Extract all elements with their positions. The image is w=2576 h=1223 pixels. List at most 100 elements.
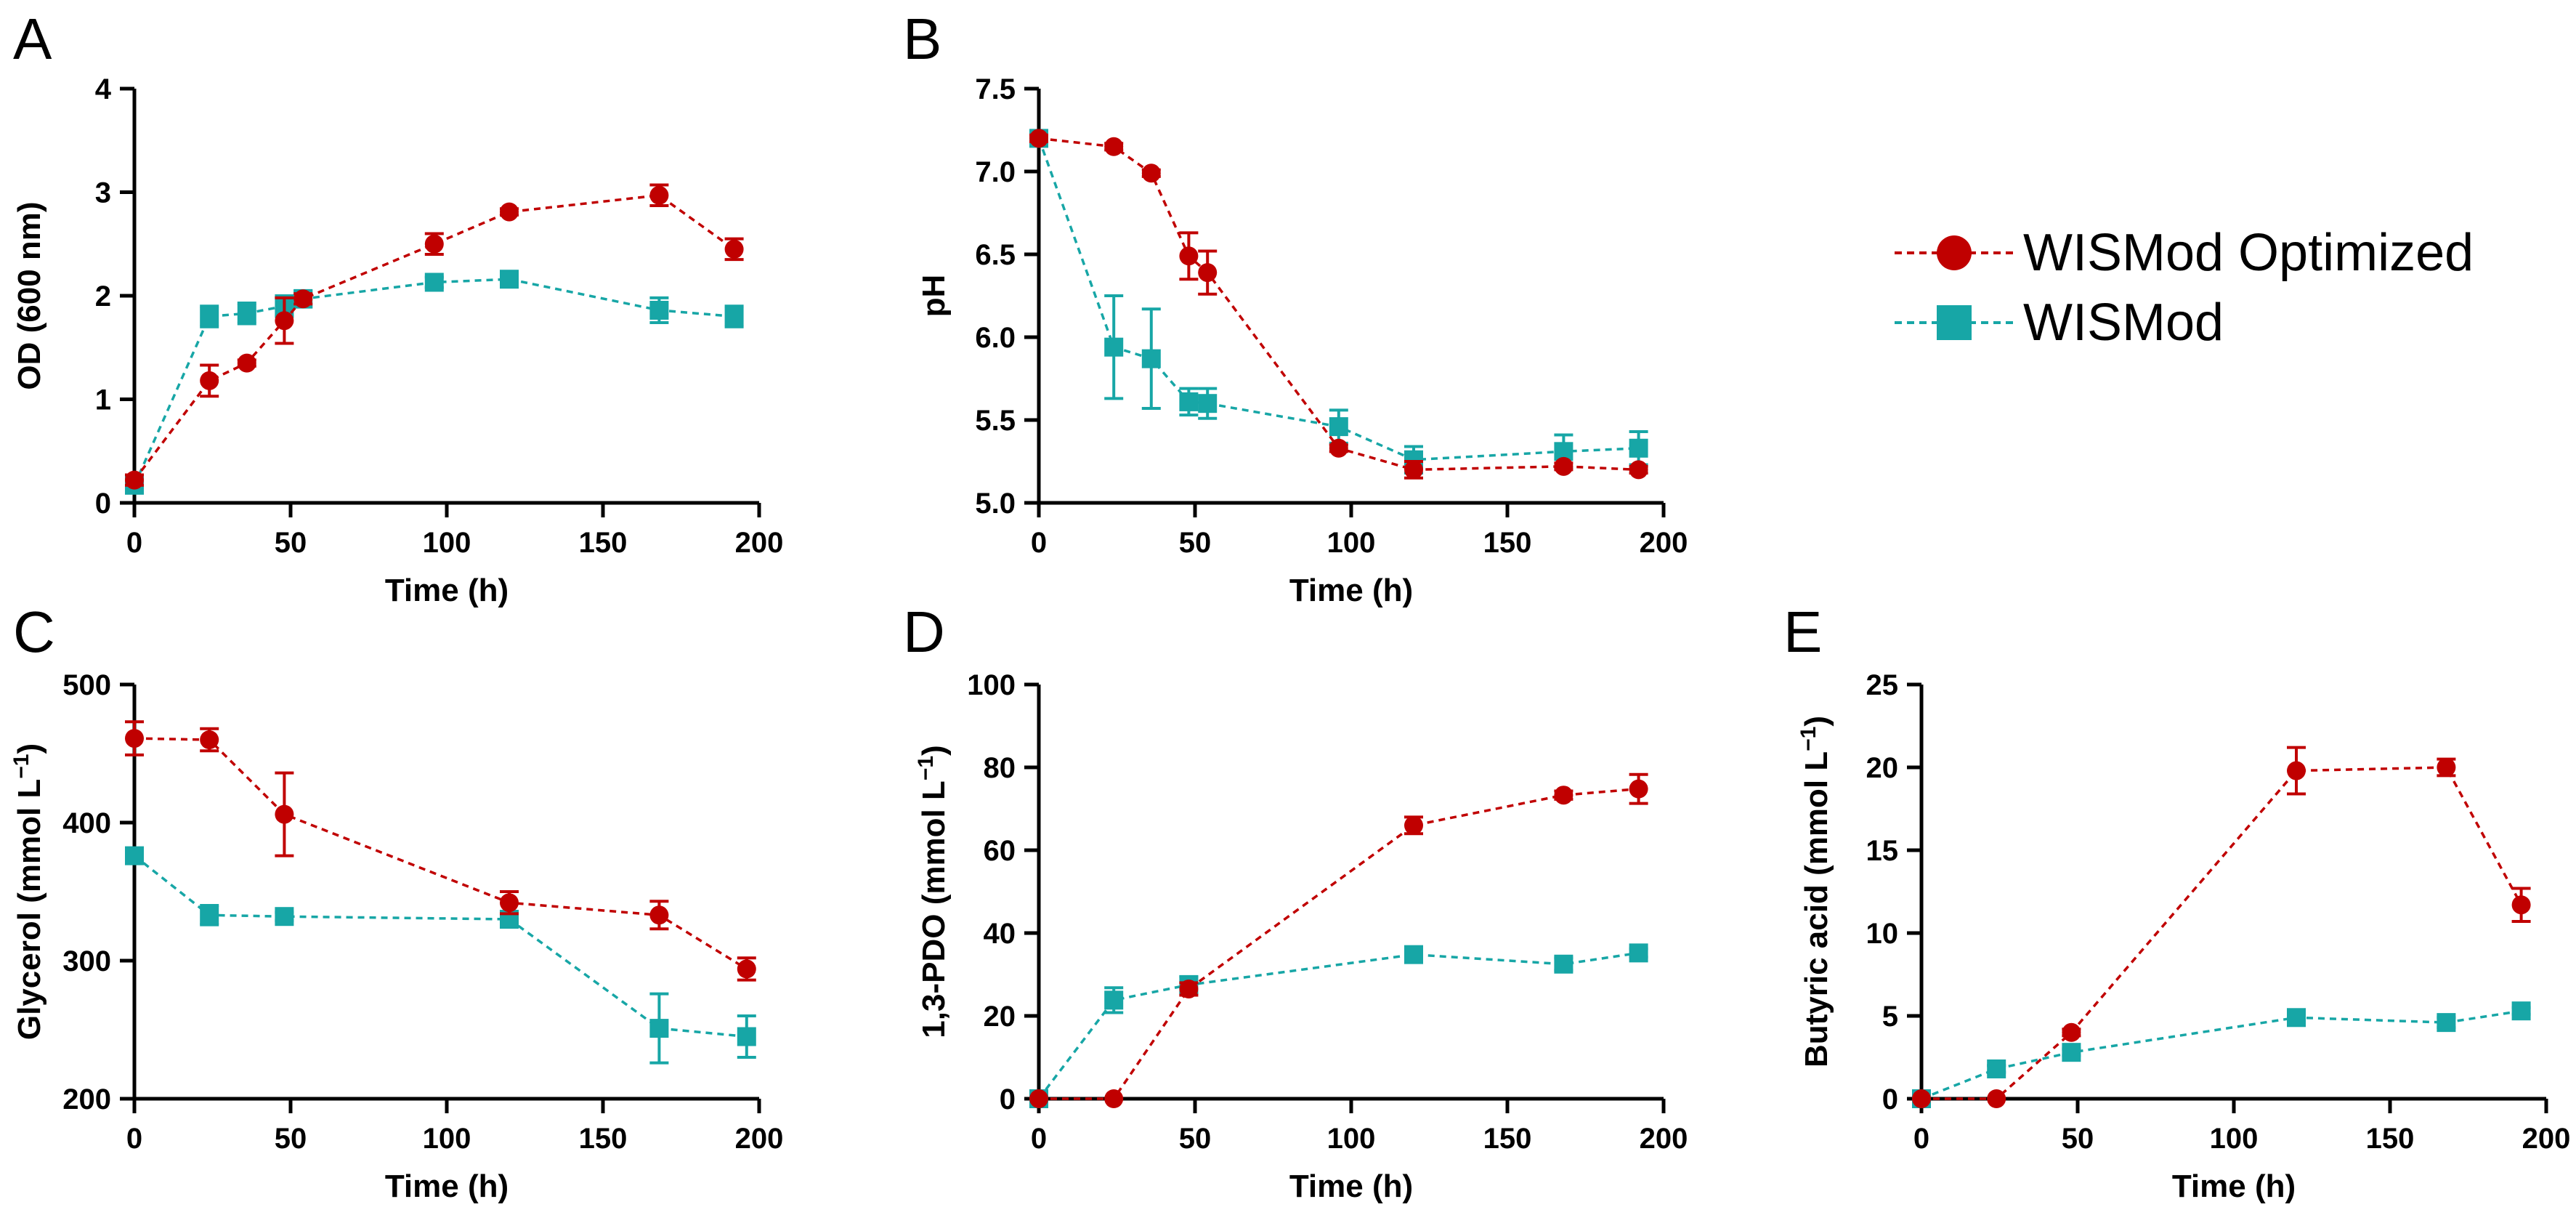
y-axis-title-a: OD (600 nm) bbox=[12, 201, 47, 389]
data-point-wismod-b bbox=[1629, 438, 1648, 458]
y-tick-label-b: 7.5 bbox=[975, 73, 1016, 105]
x-tick-label-a: 100 bbox=[423, 527, 471, 559]
data-point-optimized-c bbox=[649, 905, 669, 925]
legend-swatch-square-icon bbox=[1895, 305, 2014, 340]
data-point-optimized-e bbox=[1912, 1089, 1931, 1108]
x-tick-label-e: 50 bbox=[2062, 1123, 2094, 1155]
data-point-optimized-e bbox=[2437, 758, 2456, 777]
data-point-wismod-d bbox=[1404, 945, 1423, 964]
y-tick-label-a: 1 bbox=[95, 384, 111, 416]
x-tick-label-e: 100 bbox=[2210, 1123, 2259, 1155]
data-point-optimized-a bbox=[275, 311, 294, 331]
y-tick-label-e: 20 bbox=[1866, 752, 1899, 784]
y-tick-label-e: 25 bbox=[1866, 669, 1899, 701]
data-point-optimized-e bbox=[2062, 1022, 2081, 1042]
data-point-optimized-d bbox=[1029, 1089, 1048, 1108]
series-line-wismod-d bbox=[1037, 951, 1639, 1100]
data-point-optimized-e bbox=[2511, 895, 2531, 915]
y-tick-label-a: 2 bbox=[95, 280, 111, 312]
data-point-optimized-b bbox=[1104, 137, 1124, 156]
chart-b: 0 50 100 150 200 5.0 5.5 6.0 6.5 7.0 7.5 Time (h) pH bbox=[916, 73, 1688, 608]
y-tick-label-e: 5 bbox=[1882, 1001, 1898, 1033]
x-tick-label-d: 50 bbox=[1179, 1123, 1212, 1155]
x-tick-label-d: 200 bbox=[1640, 1123, 1688, 1155]
y-tick-label-d: 100 bbox=[967, 669, 1016, 701]
y-tick-label-d: 80 bbox=[984, 752, 1016, 784]
x-tick-label-d: 0 bbox=[1031, 1123, 1047, 1155]
x-tick-label-c: 50 bbox=[275, 1123, 307, 1155]
data-point-wismod-c bbox=[737, 1027, 756, 1046]
data-point-wismod-c bbox=[275, 907, 294, 927]
data-point-optimized-b bbox=[1554, 456, 1573, 476]
data-point-wismod-e bbox=[2287, 1008, 2306, 1028]
y-tick-label-a: 0 bbox=[95, 488, 111, 520]
data-point-optimized-a bbox=[500, 202, 519, 222]
data-point-wismod-b bbox=[1198, 394, 1218, 413]
data-point-wismod-c bbox=[125, 846, 144, 865]
data-point-optimized-a bbox=[424, 234, 444, 254]
y-tick-label-a: 4 bbox=[95, 73, 112, 105]
x-tick-label-d: 100 bbox=[1327, 1123, 1376, 1155]
y-axis-title-c: Glycerol (mmol L−1) bbox=[9, 743, 48, 1040]
x-tick-label-c: 150 bbox=[579, 1123, 628, 1155]
data-point-wismod-a bbox=[649, 300, 669, 320]
y-tick-label-b: 5.5 bbox=[975, 405, 1016, 437]
x-tick-label-b: 100 bbox=[1327, 527, 1376, 559]
data-point-wismod-d bbox=[1629, 943, 1648, 963]
data-point-optimized-d bbox=[1554, 786, 1573, 805]
data-point-wismod-a bbox=[500, 270, 519, 289]
x-tick-label-a: 50 bbox=[275, 527, 307, 559]
data-point-optimized-e bbox=[2287, 761, 2306, 780]
data-point-optimized-a bbox=[293, 289, 313, 309]
series-line-optimized-a bbox=[133, 193, 735, 481]
y-tick-label-b: 6.0 bbox=[975, 322, 1016, 354]
x-tick-label-b: 150 bbox=[1483, 527, 1532, 559]
x-tick-label-e: 150 bbox=[2366, 1123, 2415, 1155]
x-tick-label-c: 0 bbox=[126, 1123, 142, 1155]
data-point-optimized-d bbox=[1104, 1089, 1124, 1108]
data-point-wismod-b bbox=[1179, 392, 1199, 411]
x-tick-label-b: 200 bbox=[1640, 527, 1688, 559]
data-point-optimized-c bbox=[125, 729, 144, 748]
data-point-optimized-c bbox=[500, 893, 519, 913]
data-point-optimized-b bbox=[1404, 460, 1423, 480]
y-tick-label-d: 20 bbox=[984, 1001, 1016, 1033]
data-point-optimized-b bbox=[1029, 129, 1048, 148]
y-tick-label-d: 60 bbox=[984, 835, 1016, 867]
panel-label-c: C bbox=[13, 600, 55, 664]
data-point-optimized-c bbox=[275, 804, 294, 824]
x-tick-label-b: 0 bbox=[1031, 527, 1047, 559]
data-point-wismod-a bbox=[424, 273, 444, 292]
y-axis-title-d: 1,3-PDO (mmol L−1) bbox=[914, 745, 952, 1038]
data-point-wismod-a bbox=[724, 307, 744, 326]
series-line-wismod-a bbox=[133, 278, 734, 486]
data-point-optimized-b bbox=[1141, 164, 1161, 183]
y-tick-label-e: 15 bbox=[1866, 835, 1899, 867]
y-tick-label-d: 0 bbox=[1000, 1083, 1016, 1115]
data-point-optimized-a bbox=[649, 185, 669, 205]
series-line-wismod-c bbox=[133, 855, 747, 1038]
data-point-wismod-c bbox=[200, 905, 219, 925]
chart-e: 0 50 100 150 200 0 5 10 15 20 25 Time (h) Butyric ac… bbox=[1797, 669, 2571, 1204]
x-axis-title-c: Time (h) bbox=[385, 1168, 509, 1204]
series-line-optimized-d bbox=[1039, 787, 1639, 1100]
series-line-optimized-c bbox=[134, 737, 748, 970]
data-point-wismod-d bbox=[1104, 990, 1124, 1010]
chart-d: 0 50 100 150 200 0 20 40 60 80 100 Time (h) 1,3-PDO … bbox=[914, 669, 1688, 1204]
x-tick-label-c: 200 bbox=[735, 1123, 784, 1155]
y-tick-label-c: 200 bbox=[62, 1083, 111, 1115]
y-tick-label-c: 500 bbox=[62, 669, 111, 701]
data-point-optimized-b bbox=[1198, 263, 1218, 283]
legend: WISMod Optimized WISMod bbox=[1889, 218, 2543, 358]
legend-label-wismod: WISMod bbox=[2023, 294, 2224, 352]
data-point-wismod-b bbox=[1141, 349, 1161, 368]
data-point-wismod-b bbox=[1104, 337, 1124, 357]
data-point-wismod-e bbox=[2511, 1001, 2531, 1021]
data-point-optimized-d bbox=[1179, 979, 1199, 998]
y-tick-label-b: 6.5 bbox=[975, 239, 1016, 271]
data-point-optimized-a bbox=[237, 353, 256, 373]
data-point-optimized-d bbox=[1629, 779, 1648, 799]
y-tick-label-d: 40 bbox=[984, 918, 1016, 950]
